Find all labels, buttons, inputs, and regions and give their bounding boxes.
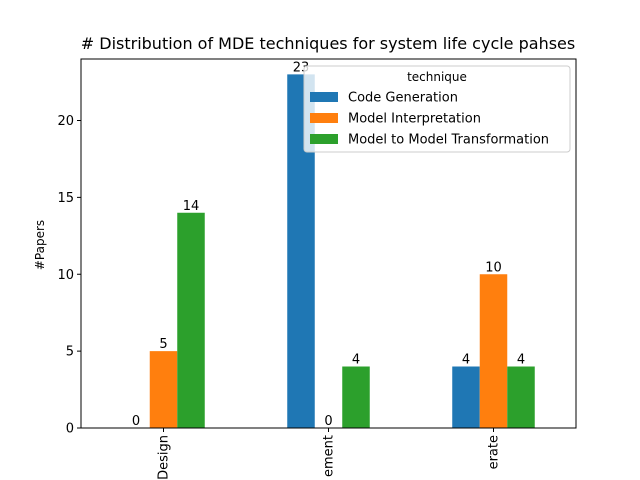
y-tick-label: 0: [66, 422, 74, 437]
legend-swatch: [310, 92, 338, 102]
y-tick-label: 15: [57, 191, 74, 206]
y-tick-label: 5: [66, 345, 74, 360]
bar-design-model-to-model-transformation: [177, 212, 205, 428]
legend: technique Code Generation Model Interpret…: [303, 65, 571, 153]
legend-swatch: [310, 113, 338, 123]
legend-title: technique: [407, 70, 467, 84]
legend-entry-label: Code Generation: [348, 91, 458, 106]
legend-entry-label: Model Interpretation: [348, 112, 481, 127]
x-tick-label: erate: [487, 435, 502, 469]
bar-design-model-interpretation: [149, 351, 178, 428]
data-label: 10: [485, 260, 502, 275]
bar-operate-code-generation: [452, 366, 480, 428]
legend-swatch: [310, 134, 338, 144]
data-label: 4: [517, 353, 525, 368]
data-label: 4: [352, 353, 360, 368]
legend-entry-label: Model to Model Transformation: [348, 133, 549, 148]
data-label: 0: [132, 414, 140, 429]
legend-box: [303, 65, 571, 153]
data-label: 5: [159, 337, 167, 352]
y-axis-label: #Papers: [33, 220, 47, 270]
bar-operate-model-to-model-transformation: [507, 366, 535, 428]
y-tick-label: 20: [57, 114, 74, 129]
x-tick-label: Design: [157, 435, 172, 480]
y-tick-label: 10: [57, 268, 74, 283]
data-label: 4: [462, 353, 470, 368]
data-label: 0: [324, 414, 332, 429]
x-tick-label: ement: [322, 435, 337, 477]
bar-implement-model-to-model-transformation: [342, 366, 370, 428]
chart-title: # Distribution of MDE techniques for sys…: [81, 34, 575, 53]
bar-operate-model-interpretation: [479, 274, 508, 428]
data-label: 14: [183, 199, 200, 214]
